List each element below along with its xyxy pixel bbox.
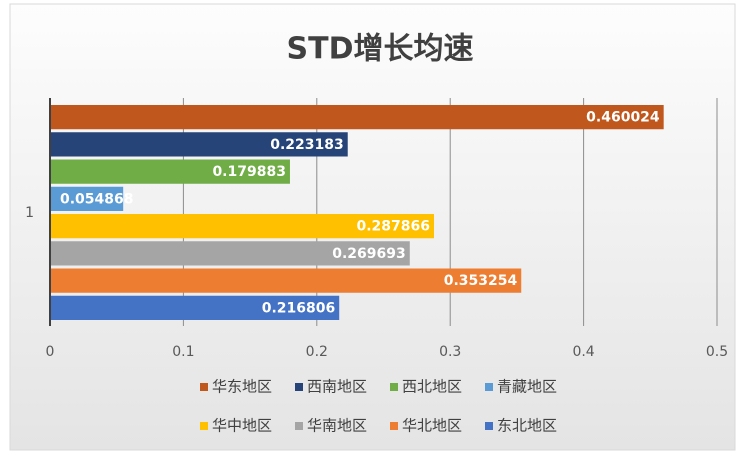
legend-label: 青藏地区 — [497, 378, 557, 396]
legend-label: 西北地区 — [402, 378, 462, 396]
bar — [50, 186, 124, 211]
legend-swatch — [390, 422, 398, 430]
legend-label: 华中地区 — [212, 417, 272, 435]
data-label: 0.269693 — [332, 246, 406, 262]
legend-label: 华北地区 — [402, 417, 462, 435]
x-tick-label: 0.1 — [172, 344, 194, 360]
legend-label: 西南地区 — [307, 378, 367, 396]
legend-label: 华南地区 — [307, 417, 367, 435]
bar — [50, 268, 522, 293]
data-label: 0.223183 — [270, 137, 344, 153]
bar — [50, 105, 664, 130]
bar — [50, 241, 410, 266]
bar — [50, 159, 290, 184]
bar — [50, 295, 340, 320]
data-label: 0.054868 — [60, 191, 134, 207]
data-label: 0.287866 — [356, 219, 430, 235]
x-tick-label: 0.5 — [706, 344, 728, 360]
legend-swatch — [485, 383, 493, 391]
legend-label: 华东地区 — [212, 378, 272, 396]
legend-label: 东北地区 — [497, 417, 557, 435]
data-label: 0.216806 — [262, 300, 336, 316]
legend-swatch — [200, 422, 208, 430]
legend-swatch — [485, 422, 493, 430]
data-label: 0.460024 — [586, 110, 660, 126]
x-tick-label: 0 — [46, 344, 55, 360]
data-label: 0.353254 — [444, 273, 518, 289]
legend-swatch — [390, 383, 398, 391]
x-tick-label: 0.2 — [306, 344, 328, 360]
chart-title: STD增长均速 — [287, 32, 474, 67]
data-label: 0.179883 — [212, 164, 286, 180]
y-tick-label: 1 — [25, 205, 34, 221]
x-tick-label: 0.4 — [572, 344, 594, 360]
bar — [50, 132, 348, 157]
x-tick-label: 0.3 — [439, 344, 461, 360]
legend-swatch — [295, 383, 303, 391]
legend-swatch — [200, 383, 208, 391]
bar — [50, 214, 435, 239]
legend-swatch — [295, 422, 303, 430]
